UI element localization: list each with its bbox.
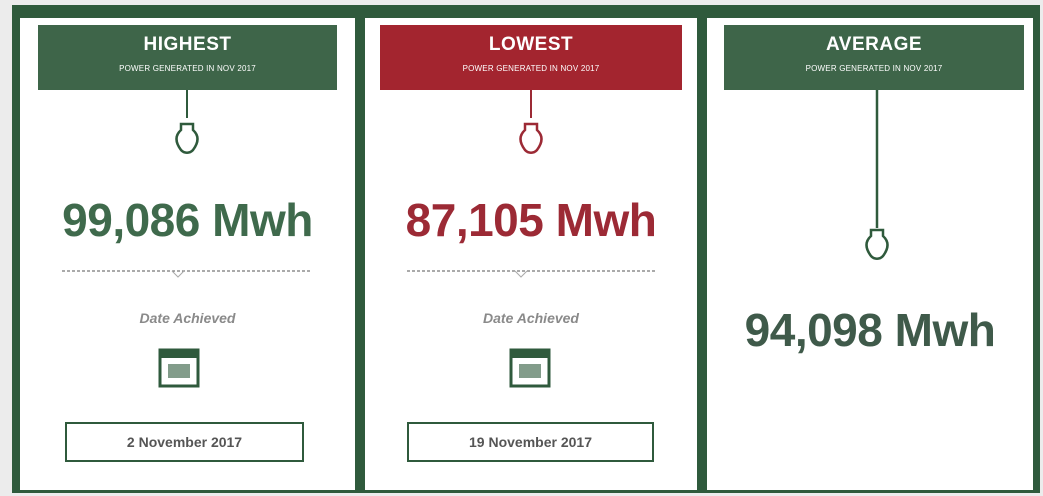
- card-value: 94,098 Mwh: [744, 304, 996, 356]
- card-header: LOWEST POWER GENERATED IN NOV 2017: [380, 25, 682, 90]
- date-label: Date Achieved: [483, 310, 579, 326]
- highest-card: HIGHEST POWER GENERATED IN NOV 2017 99,0…: [20, 18, 355, 490]
- card-subtitle: POWER GENERATED IN NOV 2017: [119, 64, 256, 73]
- frame: HIGHEST POWER GENERATED IN NOV 2017 99,0…: [12, 5, 1040, 493]
- card-title: HIGHEST: [143, 34, 232, 55]
- card-title: LOWEST: [488, 34, 574, 55]
- card-value: 99,086 Mwh: [62, 194, 313, 246]
- card-subtitle: POWER GENERATED IN NOV 2017: [462, 64, 600, 73]
- icons: [407, 90, 655, 388]
- card-subtitle: POWER GENERATED IN NOV 2017: [805, 64, 943, 73]
- icons: [62, 90, 312, 388]
- icons: [865, 90, 889, 260]
- card-header: HIGHEST POWER GENERATED IN NOV 2017: [38, 25, 337, 90]
- date-box: 2 November 2017: [65, 422, 304, 462]
- card-title: AVERAGE: [825, 34, 923, 55]
- average-card: AVERAGE POWER GENERATED IN NOV 2017 94,0…: [707, 18, 1033, 490]
- card-value: 87,105 Mwh: [405, 194, 657, 246]
- date-box: 19 November 2017: [407, 422, 654, 462]
- lowest-card: LOWEST POWER GENERATED IN NOV 2017 87,10…: [365, 18, 697, 490]
- card-header: AVERAGE POWER GENERATED IN NOV 2017: [724, 25, 1024, 90]
- date-label: Date Achieved: [139, 310, 236, 326]
